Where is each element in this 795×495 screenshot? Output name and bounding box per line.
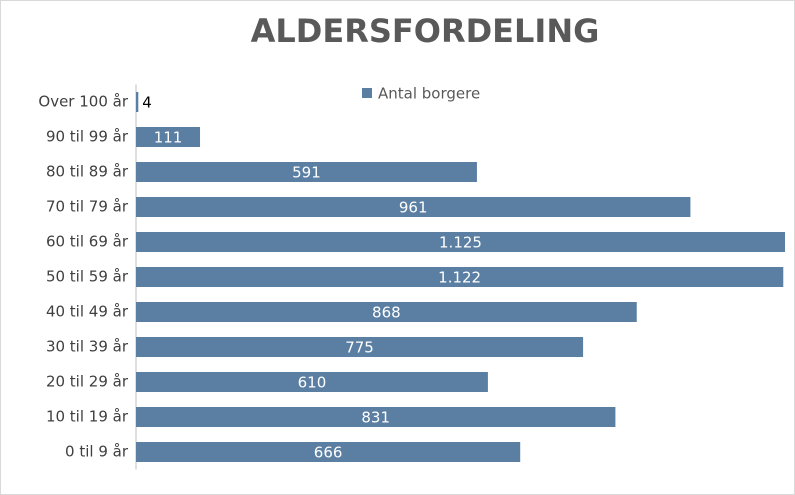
- legend-label: Antal borgere: [378, 85, 480, 103]
- y-tick-label: 50 til 59 år: [46, 268, 129, 286]
- y-tick-label: 20 til 29 år: [46, 373, 129, 391]
- bar: [136, 372, 488, 392]
- data-label: 591: [292, 164, 321, 182]
- chart-title: ALDERSFORDELING: [251, 12, 600, 50]
- data-label: 111: [154, 129, 183, 147]
- bar: [136, 197, 691, 217]
- data-label: 666: [314, 444, 343, 462]
- bar: [136, 267, 784, 287]
- data-label: 1.125: [439, 234, 482, 252]
- y-tick-label: 70 til 79 år: [46, 198, 129, 216]
- data-label: 961: [399, 199, 428, 217]
- bar: [136, 407, 616, 427]
- y-tick-label: 90 til 99 år: [46, 128, 129, 146]
- data-label: 610: [298, 374, 327, 392]
- legend-swatch: [362, 88, 372, 98]
- y-tick-label: 10 til 19 år: [46, 408, 129, 426]
- data-label: 4: [142, 94, 152, 112]
- bar: [136, 92, 139, 112]
- bar: [136, 302, 637, 322]
- data-label: 1.122: [438, 269, 481, 287]
- bar: [136, 442, 521, 462]
- data-label: 831: [361, 409, 390, 427]
- y-tick-label: 30 til 39 år: [46, 338, 129, 356]
- y-tick-label: 0 til 9 år: [65, 443, 129, 461]
- bar: [136, 127, 201, 147]
- y-tick-label: 80 til 89 år: [46, 163, 129, 181]
- data-label: 775: [345, 339, 374, 357]
- data-label: 868: [372, 304, 401, 322]
- bar: [136, 337, 584, 357]
- bar: [136, 162, 477, 182]
- y-tick-label: 60 til 69 år: [46, 233, 129, 251]
- y-tick-label: Over 100 år: [38, 93, 128, 111]
- y-tick-label: 40 til 49 år: [46, 303, 129, 321]
- bar: [136, 232, 785, 252]
